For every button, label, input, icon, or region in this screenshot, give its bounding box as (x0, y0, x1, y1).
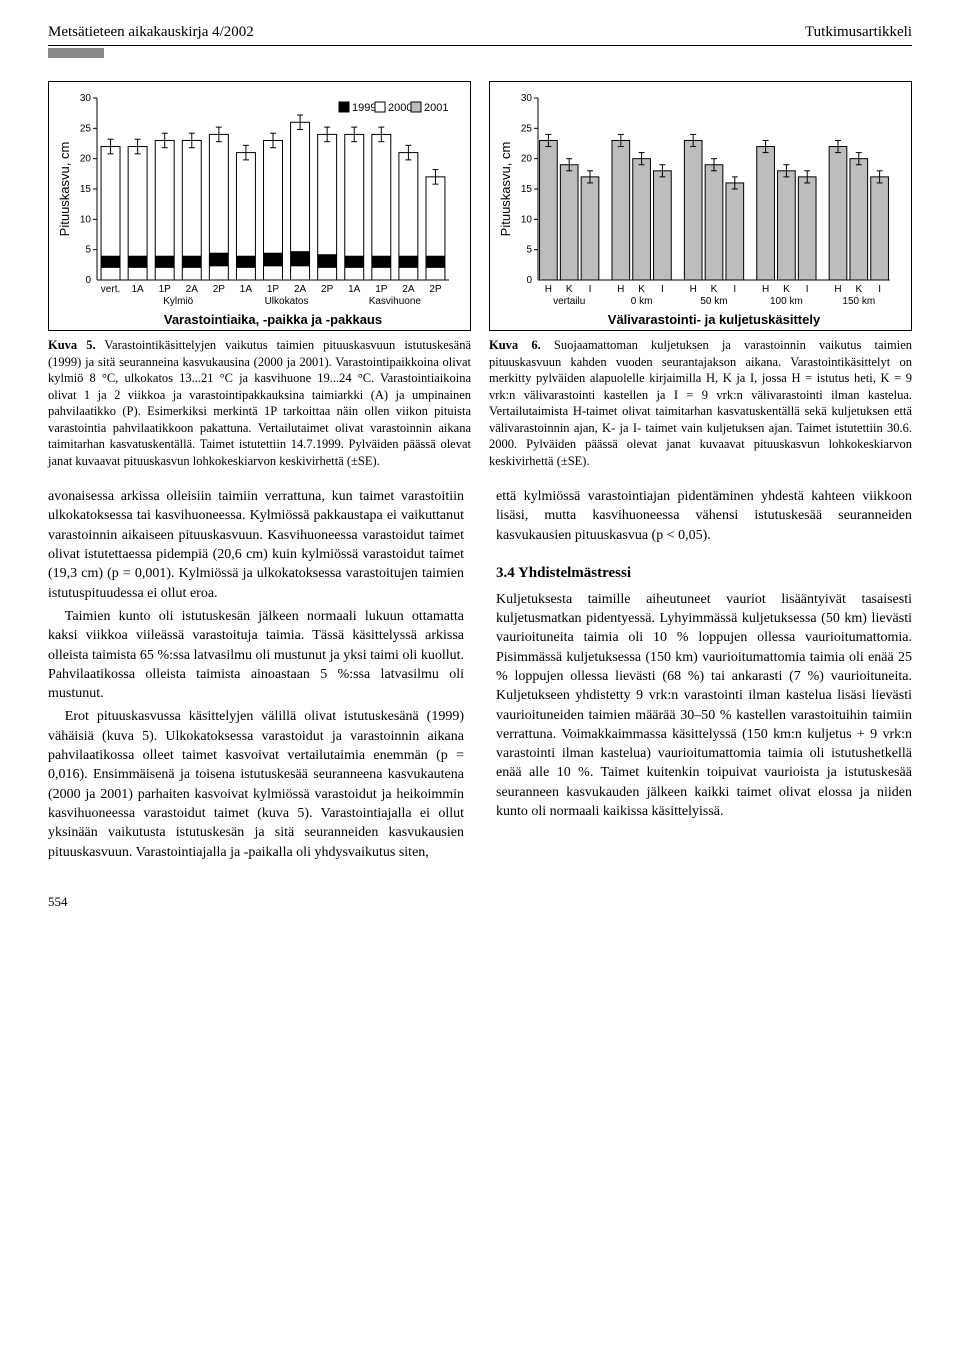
figure-6-chart: 510152025300Pituuskasvu, cmHKIvertailuHK… (489, 81, 912, 331)
svg-text:1A: 1A (131, 284, 144, 295)
svg-text:1P: 1P (267, 284, 280, 295)
svg-text:1A: 1A (240, 284, 253, 295)
svg-text:50 km: 50 km (700, 296, 727, 307)
svg-text:Ulkokatos: Ulkokatos (265, 296, 309, 307)
svg-text:I: I (806, 284, 809, 295)
figure-5-caption-label: Kuva 5. (48, 338, 96, 352)
svg-text:2P: 2P (321, 284, 334, 295)
figures-row: 5 10 15 20 25 30 0 Pituuskasvu, cm vert. 1A 1P 2A 2P… (48, 81, 912, 469)
right-after: Kuljetuksesta taimille aiheutuneet vauri… (496, 590, 912, 822)
page-number: 554 (48, 894, 912, 910)
section-heading-3-4: 3.4 Yhdistelmästressi (496, 563, 912, 584)
svg-text:0: 0 (526, 275, 532, 286)
svg-text:Varastointiaika, -paikka ja -p: Varastointiaika, -paikka ja -pakkaus (164, 312, 382, 327)
svg-text:H: H (762, 284, 769, 295)
svg-text:H: H (690, 284, 697, 295)
figure-6-svg: 510152025300Pituuskasvu, cmHKIvertailuHK… (496, 88, 896, 328)
svg-text:30: 30 (80, 93, 92, 104)
svg-text:2A: 2A (402, 284, 415, 295)
svg-text:2001: 2001 (424, 102, 448, 114)
svg-text:100 km: 100 km (770, 296, 803, 307)
figure-5-chart: 5 10 15 20 25 30 0 Pituuskasvu, cm vert. 1A 1P 2A 2P… (48, 81, 471, 331)
svg-text:5: 5 (526, 245, 532, 256)
svg-text:25: 25 (80, 123, 92, 134)
svg-text:Kasvihuone: Kasvihuone (369, 296, 422, 307)
svg-text:2P: 2P (429, 284, 442, 295)
svg-text:1P: 1P (375, 284, 388, 295)
svg-text:5: 5 (85, 245, 91, 256)
svg-text:K: K (855, 284, 862, 295)
header-left: Metsätieteen aikakauskirja 4/2002 (48, 24, 254, 41)
left-para-1: avonaisessa arkissa olleisiin taimiin ve… (48, 487, 464, 603)
svg-text:2000: 2000 (388, 102, 412, 114)
svg-text:I: I (589, 284, 592, 295)
svg-text:2A: 2A (294, 284, 307, 295)
svg-text:Kylmiö: Kylmiö (163, 296, 193, 307)
figure-5-svg: 5 10 15 20 25 30 0 Pituuskasvu, cm vert. 1A 1P 2A 2P… (55, 88, 455, 328)
svg-text:15: 15 (521, 184, 533, 195)
svg-text:Pituuskasvu, cm: Pituuskasvu, cm (498, 142, 513, 237)
figure-5-caption: Kuva 5. Varastointikäsittelyjen vaikutus… (48, 337, 471, 469)
svg-text:K: K (638, 284, 645, 295)
svg-text:150 km: 150 km (842, 296, 875, 307)
svg-text:30: 30 (521, 93, 533, 104)
svg-text:10: 10 (80, 214, 92, 225)
svg-text:I: I (733, 284, 736, 295)
svg-text:1P: 1P (159, 284, 172, 295)
svg-text:25: 25 (521, 123, 533, 134)
svg-text:vert.: vert. (101, 284, 120, 295)
left-column: avonaisessa arkissa olleisiin taimiin ve… (48, 487, 464, 866)
running-header: Metsätieteen aikakauskirja 4/2002 Tutkim… (48, 24, 912, 41)
header-rule (48, 45, 912, 46)
figure-5: 5 10 15 20 25 30 0 Pituuskasvu, cm vert. 1A 1P 2A 2P… (48, 81, 471, 469)
figure-6-caption-text: Suojaamattoman kuljetuksen ja varastoinn… (489, 338, 912, 468)
svg-text:15: 15 (80, 184, 92, 195)
svg-text:2A: 2A (186, 284, 199, 295)
svg-text:H: H (834, 284, 841, 295)
svg-text:vertailu: vertailu (553, 296, 585, 307)
svg-text:Pituuskasvu, cm: Pituuskasvu, cm (57, 142, 72, 237)
header-right: Tutkimusartikkeli (805, 24, 912, 41)
svg-text:H: H (545, 284, 552, 295)
left-para-3: Erot pituuskasvussa käsittelyjen välillä… (48, 707, 464, 862)
svg-text:2P: 2P (213, 284, 226, 295)
svg-text:20: 20 (521, 154, 533, 165)
figure-5-caption-text: Varastointikäsittelyjen vaikutus taimien… (48, 338, 471, 468)
svg-text:1A: 1A (348, 284, 361, 295)
body-columns: avonaisessa arkissa olleisiin taimiin ve… (48, 487, 912, 866)
svg-text:1999: 1999 (352, 102, 376, 114)
svg-text:K: K (711, 284, 718, 295)
left-para-2: Taimien kunto oli istutuskesän jälkeen n… (48, 607, 464, 704)
svg-text:H: H (617, 284, 624, 295)
svg-text:I: I (661, 284, 664, 295)
figure-6: 510152025300Pituuskasvu, cmHKIvertailuHK… (489, 81, 912, 469)
svg-text:10: 10 (521, 214, 533, 225)
svg-text:I: I (878, 284, 881, 295)
page: Metsätieteen aikakauskirja 4/2002 Tutkim… (0, 0, 960, 950)
right-column: että kylmiössä varastointiajan pidentämi… (496, 487, 912, 866)
svg-text:Välivarastointi- ja kuljetuskä: Välivarastointi- ja kuljetuskäsittely (608, 312, 821, 327)
right-intro: että kylmiössä varastointiajan pidentämi… (496, 487, 912, 545)
svg-text:K: K (566, 284, 573, 295)
svg-text:K: K (783, 284, 790, 295)
svg-text:0 km: 0 km (631, 296, 653, 307)
svg-text:20: 20 (80, 154, 92, 165)
svg-text:0: 0 (85, 275, 91, 286)
header-tag (48, 48, 104, 58)
figure-6-caption: Kuva 6. Suojaamattoman kuljetuksen ja va… (489, 337, 912, 469)
figure-6-caption-label: Kuva 6. (489, 338, 541, 352)
